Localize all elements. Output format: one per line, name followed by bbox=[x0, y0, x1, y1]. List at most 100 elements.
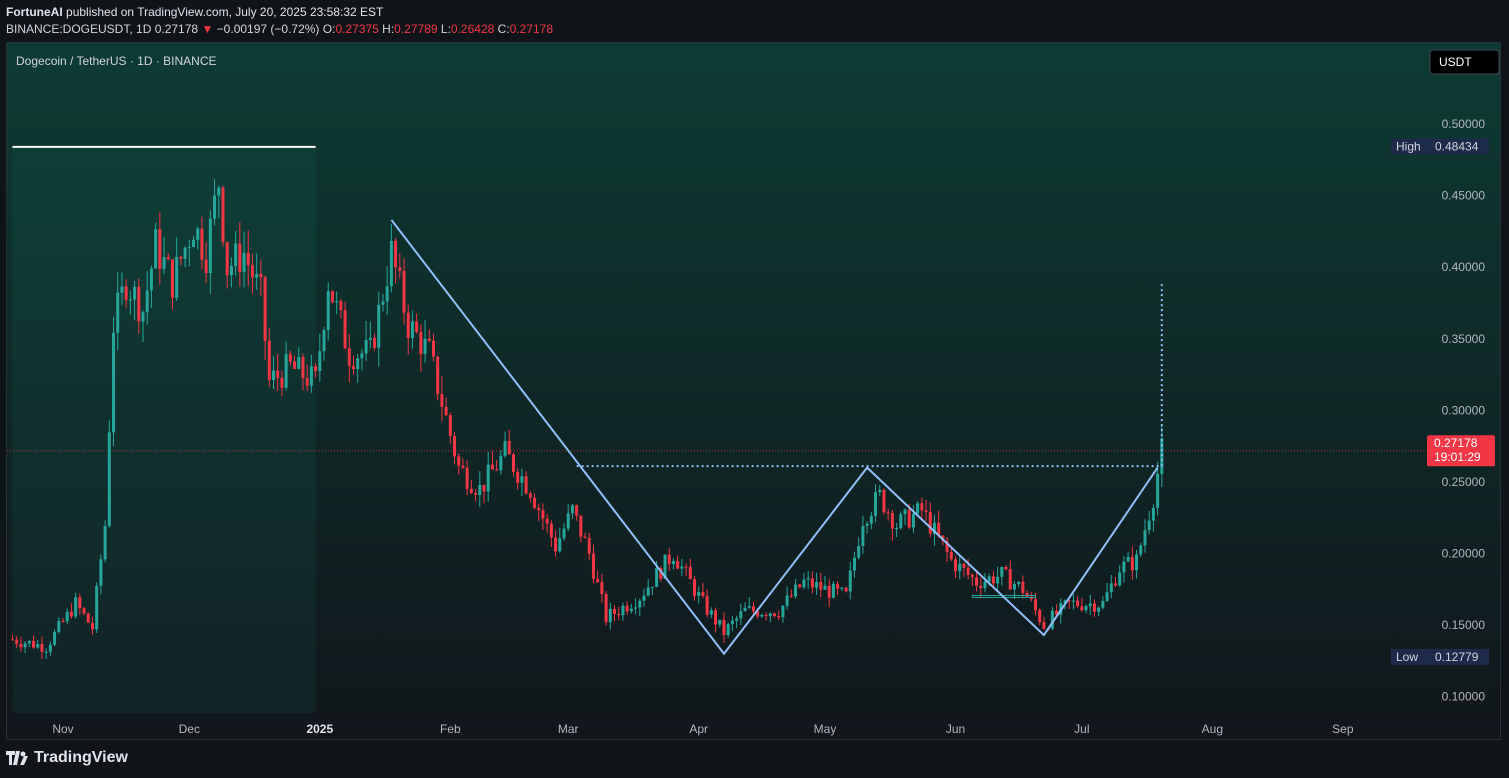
candle-body bbox=[663, 554, 667, 579]
candle bbox=[10, 634, 14, 641]
candle bbox=[267, 327, 271, 388]
candle-body bbox=[840, 587, 844, 589]
author-name[interactable]: FortuneAI bbox=[6, 5, 63, 19]
candle bbox=[663, 554, 667, 579]
candle bbox=[1105, 582, 1109, 602]
candle bbox=[208, 210, 212, 295]
candle bbox=[1126, 552, 1130, 563]
chart-panel[interactable]: 0.50000 0.45000 0.40000 0.35000 0.30000 0.250… bbox=[6, 42, 1501, 740]
candle-body bbox=[1063, 600, 1067, 603]
candle-body bbox=[937, 522, 941, 536]
candle-body bbox=[810, 578, 814, 588]
candle bbox=[314, 362, 318, 378]
candle-body bbox=[1151, 507, 1155, 521]
candle bbox=[676, 555, 680, 569]
candle-body bbox=[120, 286, 124, 293]
candle-body bbox=[440, 393, 444, 407]
candle bbox=[650, 586, 654, 596]
candle bbox=[751, 602, 755, 615]
candle bbox=[394, 237, 398, 284]
candle-body bbox=[482, 484, 486, 492]
candle bbox=[996, 566, 1000, 591]
footer-brand[interactable]: TradingView bbox=[6, 749, 128, 767]
candle-body bbox=[966, 567, 970, 575]
change-value: −0.00197 (−0.72%) bbox=[216, 22, 320, 36]
chart-background bbox=[7, 43, 1500, 739]
currency-button[interactable]: USDT bbox=[1429, 49, 1500, 75]
candle bbox=[377, 292, 381, 367]
candle bbox=[335, 291, 339, 315]
candle-body bbox=[718, 619, 722, 625]
candle-body bbox=[1105, 592, 1109, 602]
candle-body bbox=[154, 229, 158, 269]
candle-body bbox=[179, 256, 183, 259]
y-tick-label: 0.40000 bbox=[1442, 260, 1486, 274]
candle bbox=[886, 508, 890, 521]
candle-body bbox=[1042, 622, 1046, 629]
candle bbox=[158, 211, 162, 285]
candle-body bbox=[95, 585, 99, 630]
candle-body bbox=[242, 252, 246, 272]
candle bbox=[301, 353, 305, 391]
candle bbox=[1114, 577, 1117, 587]
candle bbox=[255, 253, 259, 290]
price-chart[interactable]: 0.50000 0.45000 0.40000 0.35000 0.30000 0.250… bbox=[7, 43, 1501, 740]
candle-body bbox=[566, 513, 570, 529]
candle-body bbox=[322, 330, 326, 352]
candle-body bbox=[684, 566, 688, 568]
candle-body bbox=[524, 476, 528, 494]
candle bbox=[629, 603, 633, 614]
candle-body bbox=[1109, 583, 1113, 593]
candle-body bbox=[1135, 554, 1139, 571]
candle bbox=[722, 612, 726, 644]
candle-body bbox=[587, 538, 591, 554]
candle-body bbox=[958, 563, 962, 572]
candle bbox=[381, 293, 385, 312]
candle bbox=[554, 530, 558, 557]
candle bbox=[718, 619, 722, 628]
candle bbox=[591, 544, 595, 584]
candle-body bbox=[629, 608, 633, 612]
candle bbox=[360, 348, 364, 371]
candle bbox=[916, 501, 920, 516]
candle bbox=[44, 648, 48, 659]
candle bbox=[398, 253, 402, 279]
candle-body bbox=[650, 587, 654, 589]
candle bbox=[221, 185, 225, 247]
candle bbox=[107, 420, 111, 528]
candle-body bbox=[823, 585, 827, 590]
candle bbox=[507, 429, 511, 455]
candle-body bbox=[90, 622, 94, 630]
candle-body bbox=[162, 257, 166, 269]
candle bbox=[874, 484, 878, 523]
candle bbox=[406, 304, 410, 355]
candle-body bbox=[1017, 581, 1021, 585]
last-price: 0.27178 bbox=[154, 22, 199, 36]
candle-body bbox=[478, 484, 482, 496]
published-text: published on TradingView.com, July 20, 2… bbox=[66, 5, 384, 19]
candle-body bbox=[747, 606, 751, 608]
candle-body bbox=[575, 505, 579, 516]
candle-body bbox=[764, 614, 768, 617]
candle bbox=[1067, 599, 1071, 610]
candle-body bbox=[309, 366, 313, 386]
candle-body bbox=[743, 607, 747, 612]
candle bbox=[1092, 599, 1096, 617]
candle-body bbox=[932, 522, 936, 534]
candle bbox=[23, 641, 27, 654]
currency-label[interactable]: USDT bbox=[1439, 55, 1472, 69]
candle-body bbox=[1101, 601, 1105, 608]
candle bbox=[19, 636, 23, 652]
candle bbox=[309, 354, 313, 393]
candle bbox=[27, 640, 31, 648]
candle bbox=[642, 588, 646, 607]
candle bbox=[772, 612, 776, 618]
candle-body bbox=[511, 454, 515, 472]
candle-body bbox=[267, 340, 271, 380]
high-label: H: bbox=[382, 22, 395, 36]
x-tick-label: Feb bbox=[440, 722, 461, 736]
candle-body bbox=[377, 304, 381, 348]
candle bbox=[486, 451, 490, 502]
candle-body bbox=[798, 584, 802, 588]
candle bbox=[705, 589, 709, 618]
